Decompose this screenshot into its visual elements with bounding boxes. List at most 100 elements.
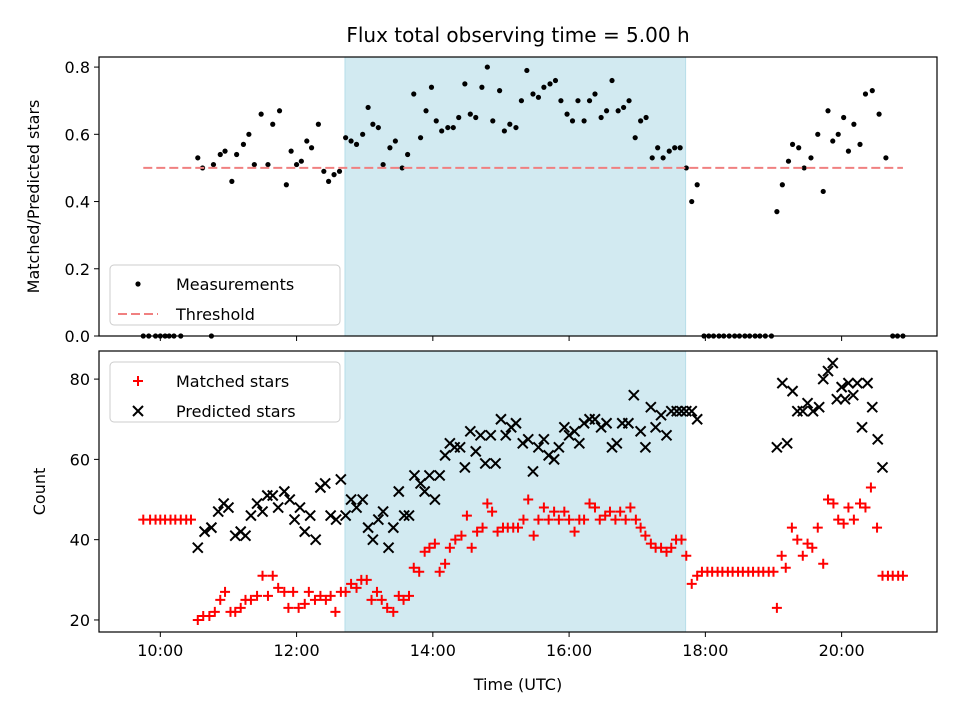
data-point (325, 178, 332, 184)
data-point (210, 161, 217, 168)
data-point (768, 566, 779, 577)
data-point (304, 509, 316, 522)
data-point (375, 124, 381, 131)
data-point (822, 365, 834, 377)
y-axis-label: Matched/Predicted stars (24, 100, 43, 294)
data-point (276, 108, 283, 114)
data-point (626, 98, 632, 104)
data-point (675, 405, 688, 417)
data-point (828, 498, 839, 509)
data-point (388, 606, 399, 617)
data-point (861, 377, 874, 389)
x-tick-label: 20:00 (819, 641, 865, 660)
data-point (865, 482, 876, 493)
data-point (677, 145, 683, 151)
data-point (609, 77, 615, 84)
data-point (279, 586, 290, 597)
data-point (492, 526, 503, 537)
data-point (299, 525, 311, 538)
data-point (230, 606, 241, 617)
data-point (538, 502, 549, 513)
data-point (380, 161, 386, 168)
data-point (872, 522, 883, 533)
data-point (403, 509, 415, 522)
data-point (518, 514, 529, 525)
data-point (842, 377, 855, 389)
data-point (252, 590, 263, 601)
data-point (535, 94, 542, 100)
data-point (256, 505, 269, 518)
data-point (869, 88, 875, 94)
data-point (393, 485, 405, 498)
data-point (774, 209, 780, 215)
series-predicted-stars (192, 357, 889, 554)
data-point (424, 542, 435, 553)
data-point (569, 118, 576, 124)
data-point (876, 111, 882, 117)
data-point (872, 433, 884, 446)
data-point (589, 502, 600, 513)
data-point (771, 602, 782, 613)
data-point (429, 538, 440, 549)
data-point (495, 413, 507, 425)
data-point (632, 135, 638, 141)
data-point (581, 118, 587, 124)
data-point (549, 506, 560, 517)
data-point (786, 385, 799, 397)
data-point (628, 389, 640, 401)
data-point (604, 506, 615, 517)
data-point (288, 513, 301, 526)
data-point (293, 602, 304, 613)
data-point (251, 497, 263, 510)
data-point (801, 397, 814, 409)
data-point (813, 401, 825, 413)
data-point (461, 510, 472, 521)
axes-frame (98, 56, 938, 337)
legend: Matched stars Predicted stars (109, 361, 341, 423)
data-point (222, 148, 228, 154)
data-point (450, 534, 461, 545)
legend-label: Matched stars (176, 372, 289, 391)
data-point (411, 91, 417, 97)
x-axis-label: Time (UTC) (473, 675, 562, 694)
bottom-panel: 10:00 12:00 14:00 16:00 18:00 20:00 20 40 60 80 Co… (30, 350, 938, 694)
data-point (278, 485, 291, 498)
data-point (372, 513, 385, 526)
data-point (620, 514, 631, 525)
data-point (371, 586, 382, 597)
data-point (543, 514, 554, 525)
data-point (466, 542, 477, 553)
data-point (625, 502, 636, 513)
data-point (851, 377, 863, 389)
x-tick-label: 10:00 (137, 641, 183, 660)
legend: Measurements Threshold (109, 264, 341, 326)
x-tick-label: 14:00 (410, 641, 456, 660)
data-point (573, 437, 586, 450)
data-point (510, 417, 522, 429)
data-point (414, 566, 425, 577)
data-point (339, 509, 352, 522)
data-point (335, 473, 347, 486)
data-point (382, 541, 395, 554)
data-point (848, 514, 859, 525)
axes-frame (98, 350, 938, 633)
data-point (399, 165, 405, 171)
data-point (818, 558, 829, 569)
data-point (215, 594, 226, 605)
data-point (500, 429, 512, 442)
data-point (563, 429, 575, 442)
data-point (222, 501, 235, 514)
data-point (548, 453, 560, 466)
data-point (584, 498, 595, 509)
data-point (845, 148, 852, 154)
data-point (387, 145, 393, 151)
data-point (817, 373, 829, 385)
data-point (205, 521, 218, 534)
data-point (786, 522, 797, 533)
data-point (671, 405, 683, 417)
data-point (418, 485, 431, 498)
data-point (387, 521, 400, 534)
data-point (553, 441, 565, 454)
data-point (796, 145, 802, 151)
data-point (507, 121, 513, 127)
